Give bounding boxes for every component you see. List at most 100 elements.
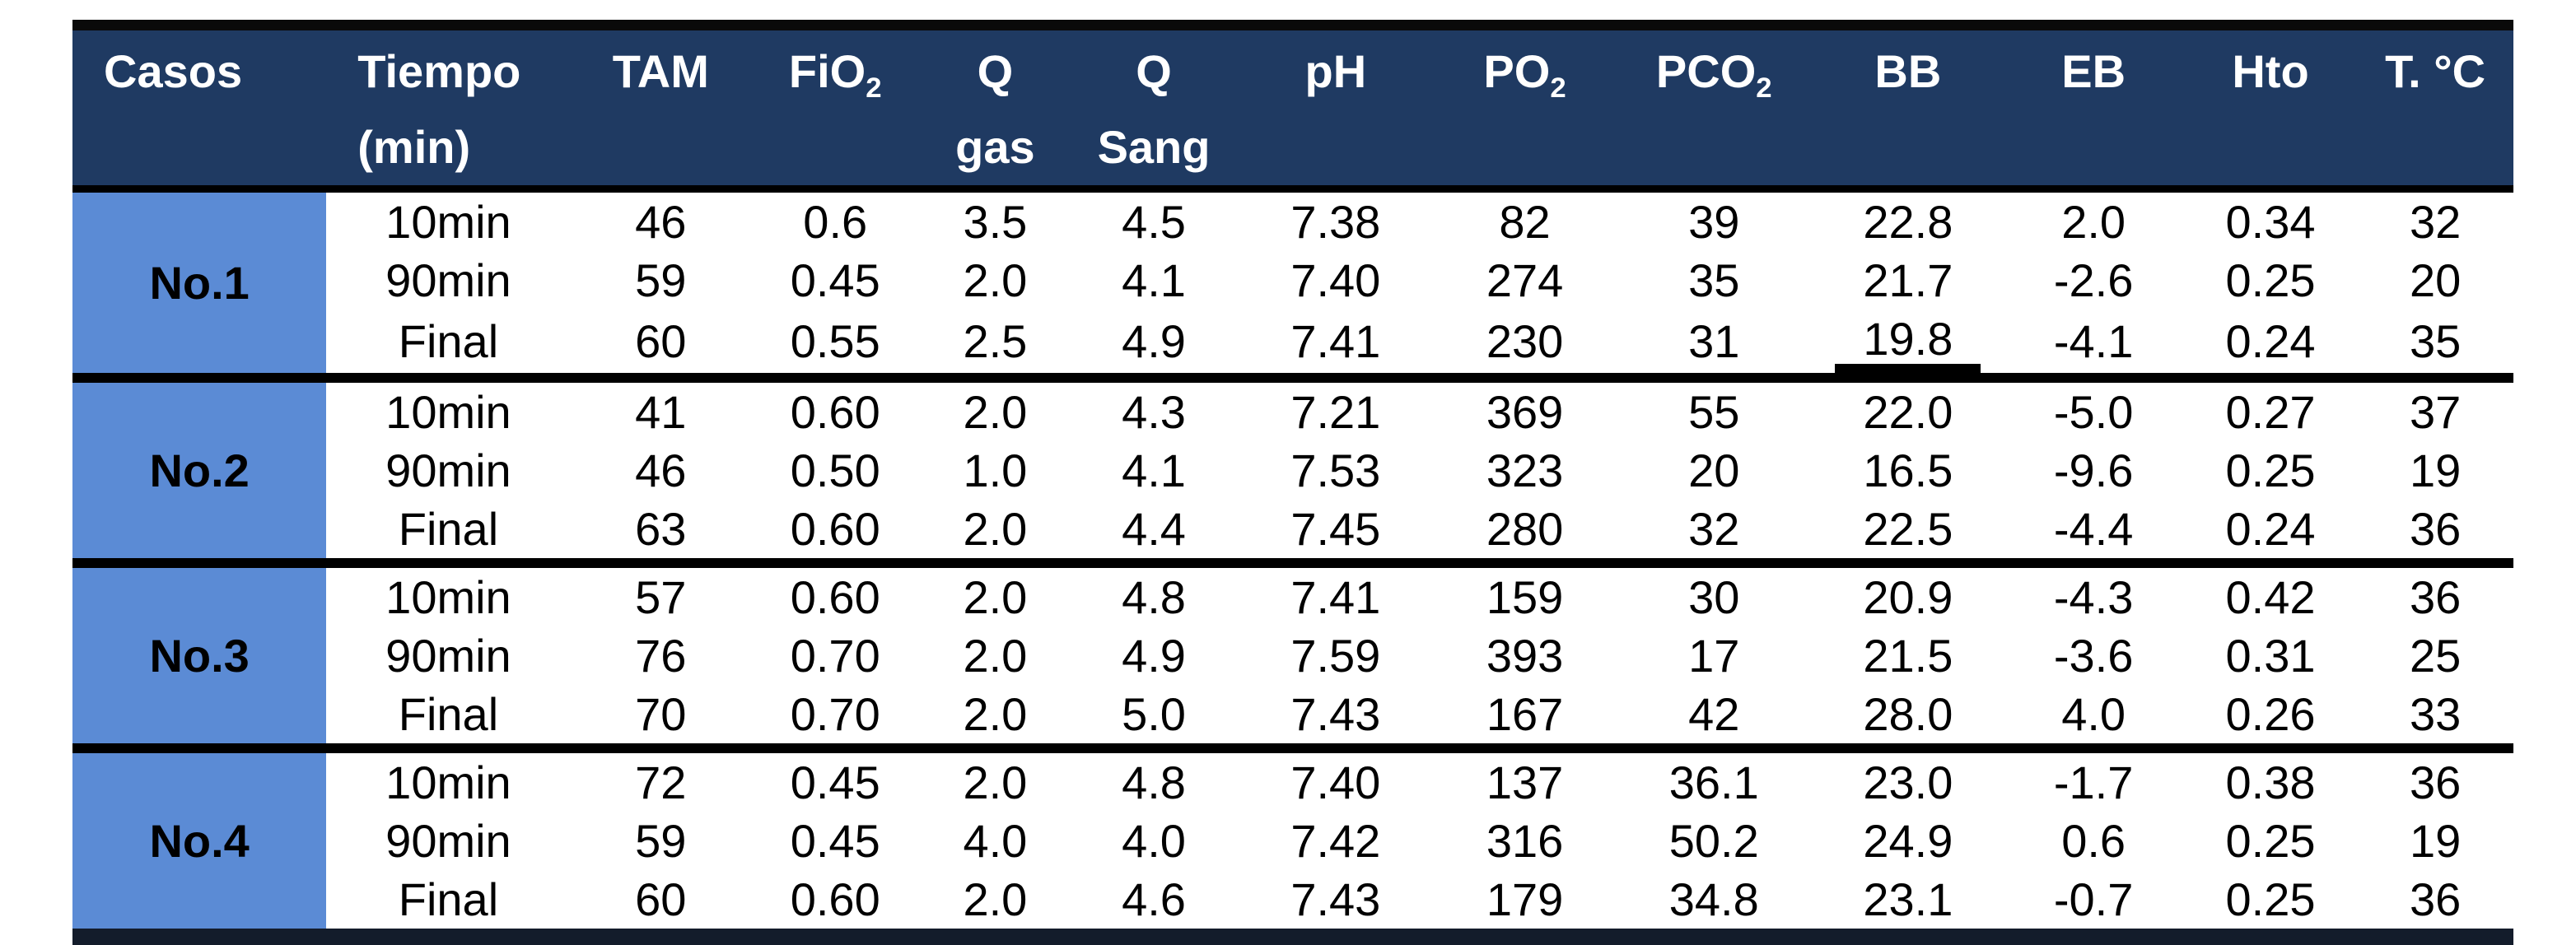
value-cell-qsang: 4.0 — [1071, 812, 1237, 871]
value-cell-eb: -3.6 — [2003, 626, 2184, 686]
value-cell-po2: 230 — [1434, 310, 1616, 384]
value-cell-ph: 7.38 — [1236, 189, 1435, 252]
data-row: No.1 10min 46 0.6 3.5 4.5 7.38 82 39 22.8 2.0 0.34 3… — [72, 189, 2513, 384]
value-cell-eb: -2.6 — [2003, 251, 2184, 310]
value-cell-po2: 167 — [1434, 685, 1616, 754]
value-cell-ph: 7.41 — [1236, 310, 1435, 384]
case-label: No.4 — [72, 748, 327, 938]
data-row: 90min 46 0.50 1.0 4.1 7.53 323 20 16.5 -9.6 0.25 19 — [72, 441, 2513, 500]
header-hto: Hto — [2183, 25, 2358, 193]
value-cell-tc: 20 — [2357, 251, 2513, 310]
value-cell-ph: 7.43 — [1236, 685, 1435, 754]
case-group: No.1 10min 46 0.6 3.5 4.5 7.38 82 39 22.8 2.0 0.34 3… — [72, 189, 2513, 384]
header-tiempo: Tiempo (min) — [326, 25, 571, 193]
value-cell-eb: -4.1 — [2003, 310, 2184, 384]
value-cell-qgas: 3.5 — [919, 189, 1071, 252]
value-cell-hto: 0.26 — [2183, 685, 2358, 754]
value-cell-tam: 59 — [570, 812, 751, 871]
value-cell-qsang: 4.1 — [1071, 441, 1237, 500]
tiempo-cell: 10min — [326, 748, 571, 812]
value-cell-ph: 7.40 — [1236, 251, 1435, 310]
value-cell-tam: 46 — [570, 189, 751, 252]
value-cell-pco2: 39 — [1615, 189, 1813, 252]
value-cell-tc: 32 — [2357, 189, 2513, 252]
value-cell-pco2: 30 — [1615, 563, 1813, 627]
value-cell-tam: 76 — [570, 626, 751, 686]
value-cell-tc: 25 — [2357, 626, 2513, 686]
data-row: No.3 10min 57 0.60 2.0 4.8 7.41 159 30 20.9 -4.3 0.… — [72, 563, 2513, 754]
value-cell-tam: 72 — [570, 748, 751, 812]
value-cell-bb: 20.9 — [1813, 563, 2004, 627]
header-pco2: PCO2 — [1615, 25, 1813, 193]
header-bb: BB — [1813, 25, 2004, 193]
value-cell-po2: 369 — [1434, 378, 1616, 442]
value-cell-tc: 19 — [2357, 441, 2513, 500]
value-cell-qgas: 2.0 — [919, 626, 1071, 686]
header-q-sang: Q Sang — [1071, 25, 1237, 193]
value-cell-ph: 7.43 — [1236, 870, 1435, 938]
value-cell-hto: 0.24 — [2183, 500, 2358, 569]
value-cell-qsang: 4.8 — [1071, 748, 1237, 812]
value-cell-hto: 0.25 — [2183, 251, 2358, 310]
value-cell-hto: 0.25 — [2183, 870, 2358, 938]
value-cell-bb: 23.1 — [1813, 870, 2004, 938]
data-row: No.4 10min 72 0.45 2.0 4.8 7.40 137 36.1 23.0 -1.7… — [72, 748, 2513, 938]
header-po2: PO2 — [1434, 25, 1616, 193]
value-cell-tam: 60 — [570, 310, 751, 384]
value-cell-pco2: 35 — [1615, 251, 1813, 310]
tiempo-cell: 90min — [326, 251, 571, 310]
value-cell-qsang: 4.6 — [1071, 870, 1237, 938]
value-cell-bb: 21.5 — [1813, 626, 2004, 686]
value-cell-eb: -4.3 — [2003, 563, 2184, 627]
value-cell-bb: 22.5 — [1813, 500, 2004, 569]
value-cell-fio2: 0.60 — [750, 378, 920, 442]
value-cell-pco2: 55 — [1615, 378, 1813, 442]
value-cell-eb: -5.0 — [2003, 378, 2184, 442]
case-label: No.1 — [72, 189, 327, 384]
tiempo-cell: 90min — [326, 441, 571, 500]
header-tam: TAM — [570, 25, 751, 193]
value-cell-hto: 0.27 — [2183, 378, 2358, 442]
value-cell-po2: 159 — [1434, 563, 1616, 627]
value-cell-bb: 19.8 — [1813, 310, 2004, 384]
value-cell-qgas: 1.0 — [919, 441, 1071, 500]
value-cell-fio2: 0.45 — [750, 251, 920, 310]
case-group: No.2 10min 41 0.60 2.0 4.3 7.21 369 55 22.0 -5.0 0.… — [72, 378, 2513, 569]
tiempo-cell: 10min — [326, 378, 571, 442]
value-cell-pco2: 20 — [1615, 441, 1813, 500]
value-cell-qsang: 4.8 — [1071, 563, 1237, 627]
data-row: Final 63 0.60 2.0 4.4 7.45 280 32 22.5 -4.4 0.24 36 — [72, 500, 2513, 569]
value-cell-hto: 0.34 — [2183, 189, 2358, 252]
value-cell-po2: 274 — [1434, 251, 1616, 310]
value-cell-qgas: 2.0 — [919, 251, 1071, 310]
value-cell-po2: 179 — [1434, 870, 1616, 938]
value-cell-hto: 0.25 — [2183, 441, 2358, 500]
data-row: Final 60 0.60 2.0 4.6 7.43 179 34.8 23.1 -0.7 0.25… — [72, 870, 2513, 938]
value-cell-fio2: 0.70 — [750, 685, 920, 754]
value-cell-hto: 0.31 — [2183, 626, 2358, 686]
value-cell-ph: 7.45 — [1236, 500, 1435, 569]
header-ph: pH — [1236, 25, 1435, 193]
tiempo-cell: 90min — [326, 626, 571, 686]
value-cell-fio2: 0.55 — [750, 310, 920, 384]
tiempo-cell: 10min — [326, 563, 571, 627]
tiempo-cell: 10min — [326, 189, 571, 252]
case-label: No.2 — [72, 378, 327, 569]
underlined-value: 19.8 — [1835, 314, 1981, 374]
value-cell-eb: -4.4 — [2003, 500, 2184, 569]
tiempo-cell: Final — [326, 870, 571, 938]
value-cell-qsang: 4.9 — [1071, 310, 1237, 384]
value-cell-qsang: 4.9 — [1071, 626, 1237, 686]
value-cell-tc: 36 — [2357, 870, 2513, 938]
value-cell-tam: 57 — [570, 563, 751, 627]
value-cell-eb: -9.6 — [2003, 441, 2184, 500]
case-label: No.3 — [72, 563, 327, 754]
value-cell-ph: 7.42 — [1236, 812, 1435, 871]
tiempo-cell: Final — [326, 500, 571, 569]
value-cell-tc: 36 — [2357, 748, 2513, 812]
value-cell-pco2: 42 — [1615, 685, 1813, 754]
